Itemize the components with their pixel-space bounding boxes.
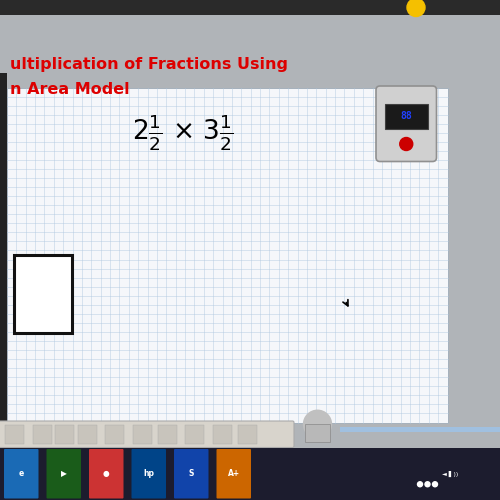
Circle shape [418,482,422,487]
Circle shape [304,410,332,438]
Bar [78,425,96,444]
Bar [105,425,124,444]
FancyBboxPatch shape [216,449,251,498]
Text: $2\frac{1}{2}$ $\times$ $3\frac{1}{2}$: $2\frac{1}{2}$ $\times$ $3\frac{1}{2}$ [132,112,234,152]
Bar [132,425,152,444]
FancyBboxPatch shape [132,449,166,498]
Bar [0,0,500,15]
Circle shape [407,0,425,16]
FancyBboxPatch shape [46,449,81,498]
Circle shape [432,482,438,487]
Circle shape [425,482,430,487]
Bar [7,88,448,422]
Bar [185,425,204,444]
Text: hp: hp [144,469,154,478]
Circle shape [400,138,413,150]
Bar [158,425,176,444]
Bar [238,425,256,444]
Bar [5,425,24,444]
Text: n Area Model: n Area Model [10,82,129,98]
FancyBboxPatch shape [4,449,38,498]
Bar [0,72,7,422]
FancyBboxPatch shape [376,86,436,162]
FancyBboxPatch shape [174,449,208,498]
Bar [14,255,72,332]
Bar [385,104,428,129]
Text: S: S [188,469,194,478]
Text: ▶: ▶ [61,469,66,478]
Bar [305,424,330,442]
Text: e: e [18,469,24,478]
Text: ●: ● [103,469,110,478]
Text: 88: 88 [400,112,412,122]
FancyBboxPatch shape [89,449,124,498]
Bar [55,425,74,444]
Bar [212,425,232,444]
Bar [32,425,52,444]
Bar [0,448,500,500]
Bar [340,427,500,432]
Text: A+: A+ [228,469,240,478]
FancyBboxPatch shape [0,421,294,448]
Text: ultiplication of Fractions Using: ultiplication of Fractions Using [10,58,287,72]
Text: ◄ ▌)): ◄ ▌)) [442,470,458,477]
